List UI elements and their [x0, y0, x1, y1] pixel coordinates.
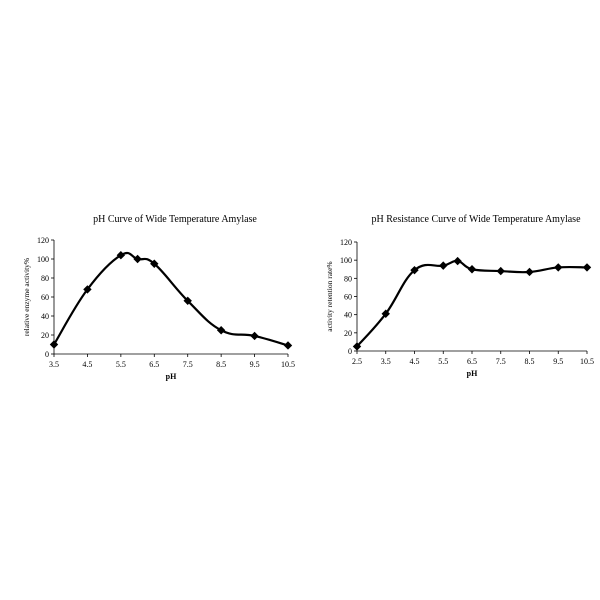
- x-tick-label: 3.5: [49, 360, 59, 369]
- data-point: [453, 256, 462, 266]
- data-point: [582, 263, 592, 272]
- x-tick-label: 4.5: [410, 357, 420, 366]
- data-point: [496, 266, 505, 276]
- chart-ph-curve: pH Curve of Wide Temperature Amylase pH …: [22, 214, 295, 381]
- y-tick-label: 120: [37, 236, 49, 245]
- data-point: [283, 341, 293, 350]
- chart-title: pH Resistance Curve of Wide Temperature …: [371, 214, 581, 225]
- x-tick-label: 8.5: [525, 357, 535, 366]
- y-tick-label: 40: [344, 311, 352, 320]
- y-tick-label: 20: [344, 329, 352, 338]
- series-line: [52, 251, 290, 347]
- x-tick-label: 2.5: [352, 357, 362, 366]
- x-tick-label: 6.5: [467, 357, 477, 366]
- x-tick-label: 5.5: [438, 357, 448, 366]
- y-axis-label: activity retention rate%: [325, 261, 334, 331]
- x-tick-label: 10.5: [281, 360, 295, 369]
- data-point: [410, 265, 419, 275]
- y-tick-label: 60: [344, 293, 352, 302]
- y-tick-label: 0: [348, 347, 352, 356]
- x-tick-label: 5.5: [116, 360, 126, 369]
- x-tick-label: 3.5: [381, 357, 391, 366]
- x-tick-label: 9.5: [250, 360, 260, 369]
- y-tick-label: 80: [41, 274, 49, 283]
- data-point: [381, 309, 390, 318]
- y-tick-label: 120: [340, 238, 352, 247]
- y-tick-label: 100: [37, 255, 49, 264]
- x-tick-label: 9.5: [553, 357, 563, 366]
- data-point: [49, 340, 59, 349]
- x-tick-label: 7.5: [496, 357, 506, 366]
- series-line: [355, 259, 589, 348]
- data-point: [216, 326, 226, 335]
- data-point: [250, 331, 259, 341]
- data-point: [83, 285, 92, 294]
- x-tick-label: 6.5: [149, 360, 159, 369]
- data-point: [525, 267, 534, 277]
- x-tick-label: 10.5: [580, 357, 594, 366]
- x-axis-label: pH: [467, 369, 478, 378]
- x-tick-label: 8.5: [216, 360, 226, 369]
- data-point: [554, 263, 563, 272]
- data-point: [150, 259, 159, 268]
- y-axis-label: relative enzyme activity%: [22, 258, 31, 336]
- x-axis-label: pH: [166, 372, 177, 381]
- x-tick-label: 7.5: [183, 360, 193, 369]
- data-point: [116, 251, 126, 260]
- y-tick-label: 20: [41, 331, 49, 340]
- x-tick-label: 4.5: [82, 360, 92, 369]
- y-tick-label: 60: [41, 293, 49, 302]
- data-point: [439, 261, 448, 270]
- data-point: [183, 296, 192, 305]
- y-tick-label: 100: [340, 256, 352, 265]
- y-tick-label: 40: [41, 312, 49, 321]
- y-tick-label: 80: [344, 274, 352, 283]
- y-tick-label: 0: [45, 350, 49, 359]
- chart-title: pH Curve of Wide Temperature Amylase: [93, 214, 257, 225]
- data-point: [467, 265, 477, 274]
- chart-ph-resistance-curve: pH Resistance Curve of Wide Temperature …: [325, 214, 594, 378]
- data-point: [133, 254, 142, 264]
- data-point: [352, 342, 362, 351]
